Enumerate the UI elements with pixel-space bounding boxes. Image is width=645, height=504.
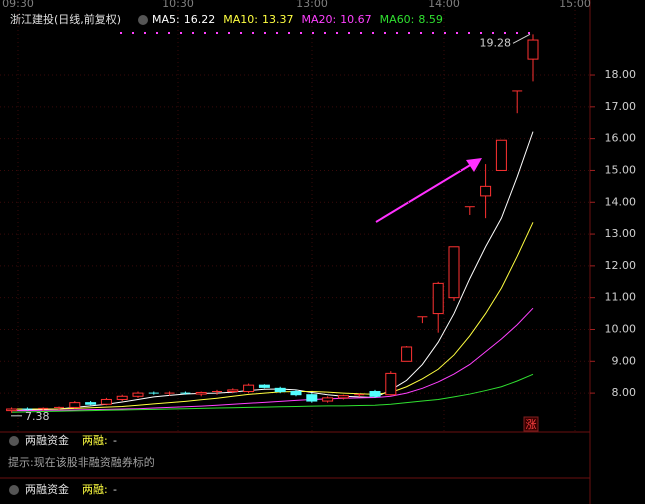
high-pointer — [512, 33, 531, 44]
collapse-icon[interactable] — [9, 485, 19, 495]
candle-body — [85, 402, 97, 405]
legend-value: 10.67 — [340, 13, 372, 26]
candle-body — [448, 246, 460, 299]
candle-body — [69, 402, 81, 408]
legend-name: MA60: — [380, 13, 415, 26]
y-tick-label: 14.00 — [605, 195, 637, 208]
candle-body — [385, 372, 397, 396]
candle-body — [322, 397, 334, 402]
legend-name: MA5: — [152, 13, 180, 26]
candle-body — [432, 282, 444, 315]
y-tick-label: 11.00 — [605, 291, 637, 304]
time-label: 10:30 — [162, 0, 194, 10]
candle-body — [116, 395, 128, 400]
panel-title: 两融资金 — [25, 433, 69, 447]
badge: 涨 — [526, 418, 537, 431]
legend-value: 16.22 — [184, 13, 216, 26]
ma-line — [11, 307, 534, 412]
candle-body — [227, 389, 239, 393]
candle-body — [258, 384, 270, 388]
y-tick-label: 13.00 — [605, 227, 637, 240]
panel-label: 两融: — [82, 483, 108, 496]
legend-value: 8.59 — [418, 13, 443, 26]
candle-body — [480, 185, 492, 197]
candle-body — [401, 346, 413, 362]
legend-value: 13.37 — [262, 13, 294, 26]
candle-body — [243, 384, 255, 393]
ma-line — [11, 373, 534, 413]
candle-body — [290, 391, 302, 396]
time-label: 13:00 — [296, 0, 328, 10]
candle-body — [132, 392, 144, 397]
collapse-icon[interactable] — [138, 15, 148, 25]
panel-value: - — [113, 434, 117, 447]
y-tick-label: 15.00 — [605, 163, 637, 176]
high-annotation: 19.28 — [480, 36, 512, 49]
y-tick-label: 8.00 — [612, 386, 637, 399]
candle-body — [100, 398, 112, 405]
y-tick-label: 16.00 — [605, 132, 637, 145]
time-label: 09:30 — [2, 0, 34, 10]
y-tick-label: 12.00 — [605, 259, 637, 272]
collapse-icon[interactable] — [9, 436, 19, 446]
candle-body — [195, 391, 207, 395]
candle-body — [527, 39, 539, 60]
y-tick-label: 9.00 — [612, 354, 637, 367]
badge-box — [523, 416, 539, 432]
candle-body — [495, 139, 507, 171]
hint: 提示:现在该股非融资融券标的 — [8, 455, 155, 469]
y-tick-label: 10.00 — [605, 322, 637, 335]
stock-title: 浙江建投(日线,前复权) — [10, 12, 121, 26]
candle-body — [306, 394, 318, 402]
arrow-head — [466, 158, 482, 172]
ma-line — [11, 222, 534, 410]
candle-body — [369, 391, 381, 397]
y-tick-label: 17.00 — [605, 100, 637, 113]
arrow-line — [375, 163, 473, 223]
panel-title: 两融资金 — [25, 482, 69, 496]
ma-line — [11, 131, 534, 412]
legend-name: MA10: — [223, 13, 258, 26]
candle-body — [274, 387, 286, 393]
time-label: 15:00 — [559, 0, 591, 10]
low-annotation: 7.38 — [25, 410, 50, 423]
candle-body — [337, 395, 349, 399]
panel-label: 两融: — [82, 434, 108, 447]
candle-body — [6, 408, 18, 412]
panel-value: - — [113, 483, 117, 496]
y-tick-label: 18.00 — [605, 68, 637, 81]
legend-name: MA20: — [301, 13, 336, 26]
time-label: 14:00 — [428, 0, 460, 10]
